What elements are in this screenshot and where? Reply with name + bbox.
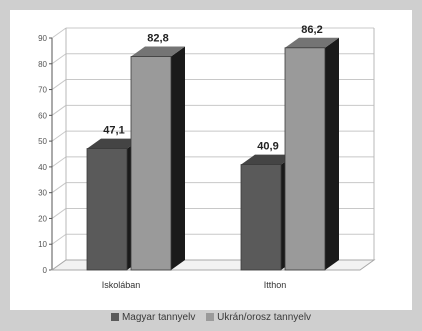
y-tick-label: 30 bbox=[38, 189, 47, 198]
y-tick-label: 50 bbox=[38, 137, 47, 146]
x-tick-label: Itthon bbox=[264, 280, 287, 290]
y-tick-label: 60 bbox=[38, 111, 47, 120]
bar-top bbox=[285, 37, 339, 48]
legend-label-magyar: Magyar tannyelv bbox=[121, 312, 196, 323]
bar-top bbox=[87, 138, 141, 149]
gridline-side bbox=[51, 156, 67, 168]
y-tick-label: 90 bbox=[38, 34, 47, 43]
legend-item-magyar: Magyar tannyelv bbox=[110, 312, 196, 323]
bar bbox=[240, 164, 282, 271]
bar-top bbox=[241, 154, 295, 165]
bar-side bbox=[325, 37, 339, 270]
bar bbox=[130, 56, 172, 271]
legend-label-ukran-orosz: Ukrán/orosz tannyelv bbox=[217, 312, 312, 323]
bar bbox=[86, 148, 128, 271]
chart-area: 0 10 20 30 40 50 60 70 80 90 47,1 82,8 Iskolában 40,9… bbox=[10, 10, 412, 310]
data-label: 47,1 bbox=[103, 125, 124, 137]
legend: Magyar tannyelv Ukrán/orosz tannyelv bbox=[0, 312, 422, 330]
gridline-side bbox=[51, 233, 67, 245]
bar-top bbox=[131, 46, 185, 57]
gridline-side bbox=[51, 79, 67, 90]
y-tick-label: 20 bbox=[38, 214, 47, 223]
y-tick-label: 80 bbox=[38, 60, 47, 69]
data-label: 82,8 bbox=[147, 33, 168, 45]
gridline-side bbox=[51, 182, 67, 194]
bar bbox=[284, 47, 326, 271]
gridline-side bbox=[51, 27, 67, 39]
data-label: 40,9 bbox=[257, 141, 278, 153]
y-tick-label: 10 bbox=[38, 240, 47, 249]
bar-chart: 0 10 20 30 40 50 60 70 80 90 47,1 82,8 Iskolában 40,9… bbox=[38, 24, 376, 290]
y-tick-label: 0 bbox=[43, 266, 48, 275]
gridline-side bbox=[51, 104, 67, 116]
y-tick-label: 40 bbox=[38, 163, 47, 172]
gridline-side bbox=[51, 130, 67, 142]
gridline-side bbox=[51, 53, 67, 65]
legend-item-ukran-orosz: Ukrán/orosz tannyelv bbox=[206, 312, 311, 323]
legend-swatch-ukran-orosz bbox=[206, 313, 215, 321]
y-tick-label: 70 bbox=[38, 86, 47, 95]
data-label: 86,2 bbox=[301, 24, 322, 36]
x-tick-label: Iskolában bbox=[102, 280, 141, 290]
gridline-side bbox=[51, 208, 67, 219]
bar-side bbox=[171, 46, 185, 271]
legend-swatch-magyar bbox=[110, 313, 119, 321]
